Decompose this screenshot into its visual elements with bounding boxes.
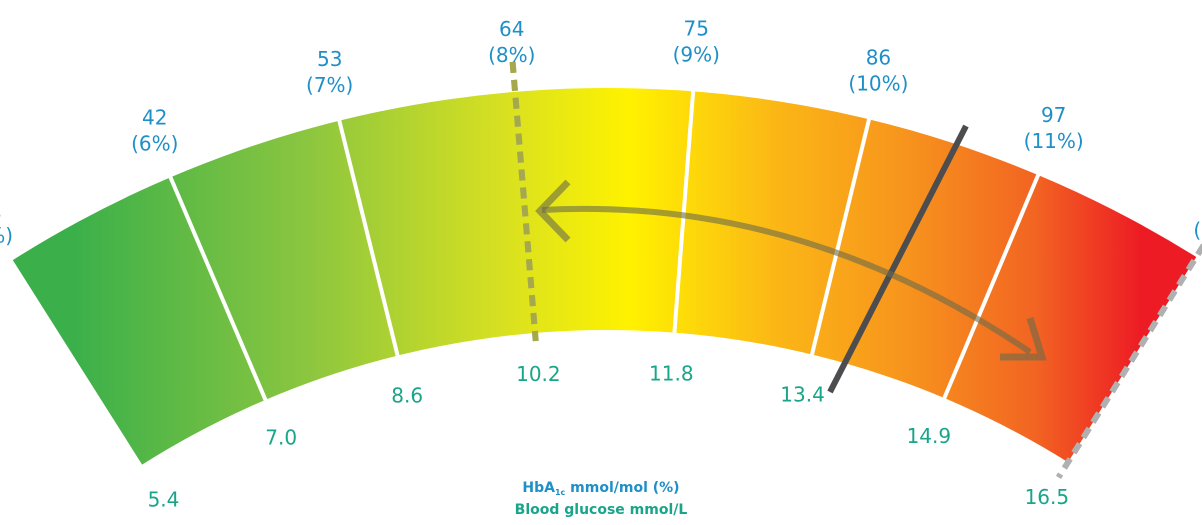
hba1c-percent-label: (11%) <box>1024 129 1084 153</box>
hba1c-percent-label: (9%) <box>673 42 720 66</box>
current-marker-line <box>827 124 969 394</box>
hba1c-percent-label: (7%) <box>306 73 353 97</box>
segment-divider <box>336 118 401 359</box>
hba1c-value-label: 97 <box>1041 103 1066 127</box>
hba1c-value-label: 31 <box>0 197 2 221</box>
dashed-marker-tint <box>509 61 539 342</box>
glucose-value-label: 10.2 <box>516 362 561 386</box>
segment-divider <box>941 172 1041 401</box>
hba1c-value-label: 42 <box>142 105 167 129</box>
gauge-band <box>12 88 1197 465</box>
glucose-value-label: 11.8 <box>649 361 694 385</box>
legend-hba-suffix: mmol/mol (%) <box>565 480 680 496</box>
legend-hba1c: HbA1c mmol/mol (%) <box>0 478 1202 503</box>
hba1c-percent-label: (10%) <box>848 71 908 95</box>
legend-hba-subscript: 1c <box>554 488 566 497</box>
glucose-value-label: 14.9 <box>907 424 952 448</box>
range-arrow <box>535 179 1047 361</box>
hba1c-labels: 31(5%)42(6%)53(7%)64(8%)75(9%)86(10%)97(… <box>0 16 1202 247</box>
arrow-shaft <box>541 205 1032 355</box>
glucose-value-label: 16.5 <box>1025 485 1070 509</box>
gauge-dividers <box>167 89 1041 403</box>
glucose-labels: 5.4 7.0 8.6 10.2 11.8 13.4 14.9 16.5 <box>148 361 1070 511</box>
legend-glucose: Blood glucose mmol/L <box>514 502 688 518</box>
glucose-value-label: 5.4 <box>148 487 180 511</box>
hba1c-percent-label: (8%) <box>488 43 535 67</box>
hba1c-percent-label: (12%) <box>1193 218 1202 242</box>
dashed-end-marker <box>1055 243 1202 480</box>
hba1c-value-label: 64 <box>499 17 524 41</box>
hba1c-percent-label: (6%) <box>131 131 178 155</box>
arrow-head-right <box>1000 316 1047 361</box>
solid-marker <box>827 124 969 394</box>
hba1c-value-label: 75 <box>684 16 709 40</box>
glucose-value-label: 13.4 <box>780 382 825 406</box>
legend-hba-prefix: HbA <box>522 480 555 496</box>
segment-divider <box>167 174 269 403</box>
segment-divider <box>809 116 872 357</box>
segment-divider <box>672 89 696 335</box>
hba1c-percent-label: (5%) <box>0 223 13 247</box>
hba1c-value-label: 53 <box>317 47 342 71</box>
arrow-head-left <box>535 179 571 243</box>
glucose-value-label: 7.0 <box>265 426 297 450</box>
glucose-value-label: 8.6 <box>391 383 423 407</box>
dashed-marker-line <box>509 61 1202 480</box>
hba1c-value-label: 86 <box>866 45 891 69</box>
